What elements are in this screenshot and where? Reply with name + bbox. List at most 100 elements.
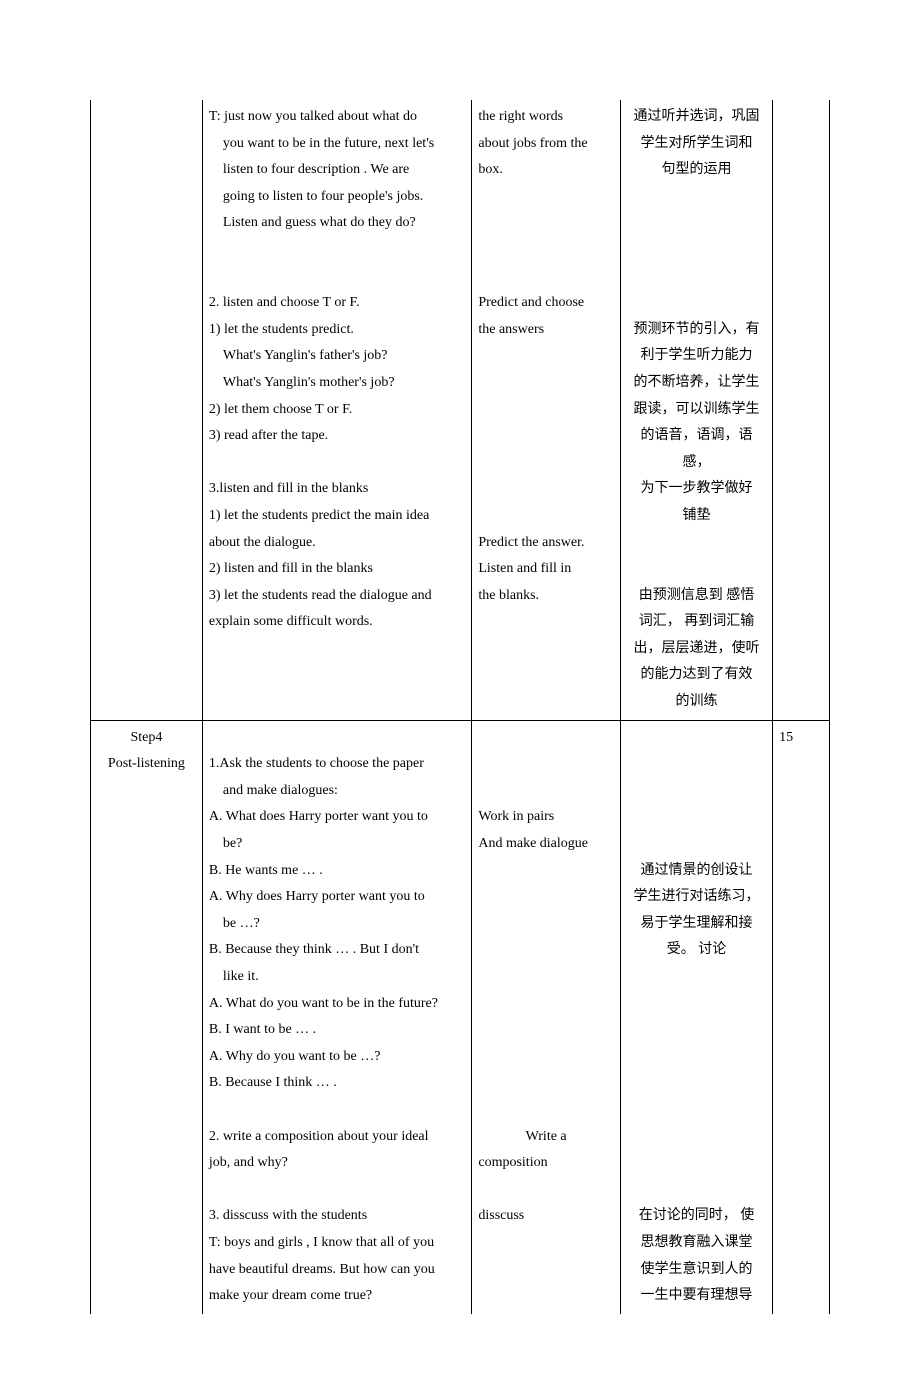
text-line: 出，层层递进，使听 — [627, 636, 766, 663]
text-line: the blanks. — [478, 583, 614, 610]
text-line: make your dream come true? — [209, 1283, 466, 1310]
spacer — [478, 476, 614, 503]
text-line: 的能力达到了有效 — [627, 662, 766, 689]
text-line: the answers — [478, 317, 614, 344]
spacer — [478, 884, 614, 911]
table-row: T: just now you talked about what do you… — [91, 100, 830, 720]
spacer — [478, 937, 614, 964]
text-line: Post-listening — [97, 751, 196, 778]
text-line: disscuss — [478, 1203, 614, 1230]
text-line: 的语音，语调，语感， — [627, 423, 766, 476]
spacer — [627, 1044, 766, 1071]
step-cell: Step4 Post-listening — [91, 720, 203, 1314]
spacer — [627, 1097, 766, 1124]
spacer — [627, 1177, 766, 1204]
spacer — [478, 210, 614, 237]
spacer — [478, 1044, 614, 1071]
text-line: Predict the answer. — [478, 530, 614, 557]
spacer — [478, 397, 614, 424]
spacer — [478, 343, 614, 370]
text-line: 在讨论的同时， 使 — [627, 1203, 766, 1230]
spacer — [627, 1070, 766, 1097]
text-line: job, and why? — [209, 1150, 466, 1177]
text-line: 跟读，可以训练学生 — [627, 397, 766, 424]
text-line: And make dialogue — [478, 831, 614, 858]
text-line: 通过情景的创设让 — [627, 858, 766, 885]
spacer — [627, 237, 766, 264]
text-line: 为下一步教学做好 — [627, 476, 766, 503]
text-line: 通过听并选词，巩固 — [627, 104, 766, 131]
spacer — [478, 1017, 614, 1044]
text-line: 3.listen and fill in the blanks — [209, 476, 466, 503]
text-line: Work in pairs — [478, 804, 614, 831]
spacer — [478, 503, 614, 530]
spacer — [627, 264, 766, 291]
text-line: 由预测信息到 感悟 — [627, 583, 766, 610]
text-line: Listen and fill in — [478, 556, 614, 583]
text-line: Listen and guess what do they do? — [209, 210, 466, 237]
text-line: like it. — [209, 964, 466, 991]
text-line: 的训练 — [627, 689, 766, 716]
text-line: box. — [478, 157, 614, 184]
spacer — [627, 184, 766, 211]
text-line: 2. listen and choose T or F. — [209, 290, 466, 317]
time-cell — [773, 100, 830, 720]
text-line: Write a — [478, 1124, 614, 1151]
text-line: 使学生意识到人的 — [627, 1257, 766, 1284]
text-line: going to listen to four people's jobs. — [209, 184, 466, 211]
spacer — [478, 1070, 614, 1097]
spacer — [627, 831, 766, 858]
text-line: What's Yanglin's mother's job? — [209, 370, 466, 397]
text-line: T: boys and girls , I know that all of y… — [209, 1230, 466, 1257]
text-line: 1) let the students predict. — [209, 317, 466, 344]
text-line: Predict and choose — [478, 290, 614, 317]
teacher-activity-cell: 1.Ask the students to choose the paper a… — [202, 720, 472, 1314]
spacer — [209, 1097, 466, 1124]
spacer — [209, 264, 466, 291]
text-line: 学生对所学生词和 — [627, 131, 766, 158]
spacer — [478, 991, 614, 1018]
spacer — [627, 1124, 766, 1151]
text-line: 1.Ask the students to choose the paper — [209, 751, 466, 778]
text-line: about jobs from the — [478, 131, 614, 158]
text-line: 2) listen and fill in the blanks — [209, 556, 466, 583]
spacer — [627, 1017, 766, 1044]
text-line: 1) let the students predict the main ide… — [209, 503, 466, 530]
text-line: 的不断培养，让学生 — [627, 370, 766, 397]
text-line: 2) let them choose T or F. — [209, 397, 466, 424]
text-line: T: just now you talked about what do — [209, 104, 466, 131]
text-line: 学生进行对话练习， — [627, 884, 766, 911]
text-line: 思想教育融入课堂 — [627, 1230, 766, 1257]
spacer — [478, 858, 614, 885]
text-line: have beautiful dreams. But how can you — [209, 1257, 466, 1284]
page: T: just now you talked about what do you… — [0, 0, 920, 1374]
text-line: 一生中要有理想导 — [627, 1283, 766, 1310]
teacher-activity-cell: T: just now you talked about what do you… — [202, 100, 472, 720]
spacer — [627, 530, 766, 557]
text-line: about the dialogue. — [209, 530, 466, 557]
text-line: 铺垫 — [627, 503, 766, 530]
text-line: B. He wants me … . — [209, 858, 466, 885]
spacer — [627, 991, 766, 1018]
text-line: and make dialogues: — [209, 778, 466, 805]
text-line: composition — [478, 1150, 614, 1177]
purpose-cell: 通过情景的创设让 学生进行对话练习， 易于学生理解和接 受。 讨论 在讨论的同时… — [620, 720, 772, 1314]
spacer — [209, 450, 466, 477]
spacer — [478, 370, 614, 397]
spacer — [478, 778, 614, 805]
text-line: the right words — [478, 104, 614, 131]
time-cell: 15 — [773, 720, 830, 1314]
table-row: Step4 Post-listening 1.Ask the students … — [91, 720, 830, 1314]
text-line: B. I want to be … . — [209, 1017, 466, 1044]
purpose-cell: 通过听并选词，巩固 学生对所学生词和 句型的运用 预测环节的引入，有 利于学生听… — [620, 100, 772, 720]
spacer — [478, 237, 614, 264]
text-line: 2. write a composition about your ideal — [209, 1124, 466, 1151]
spacer — [627, 751, 766, 778]
text-line: 受。 讨论 — [627, 937, 766, 964]
text-line: A. Why does Harry porter want you to — [209, 884, 466, 911]
text-line: 利于学生听力能力 — [627, 343, 766, 370]
spacer — [478, 264, 614, 291]
text-line: 预测环节的引入，有 — [627, 317, 766, 344]
spacer — [627, 804, 766, 831]
spacer — [627, 778, 766, 805]
